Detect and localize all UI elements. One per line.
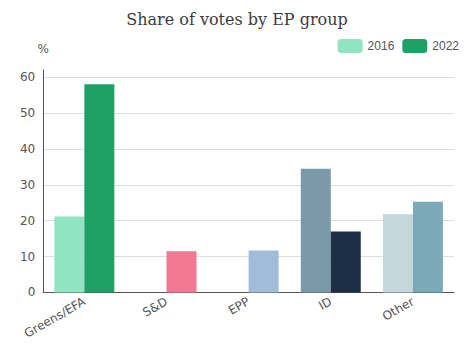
svg-text:EPP: EPP <box>226 294 252 317</box>
svg-text:50: 50 <box>20 106 35 120</box>
svg-text:10: 10 <box>20 250 35 264</box>
svg-text:Greens/EFA: Greens/EFA <box>22 294 89 341</box>
svg-text:60: 60 <box>20 70 35 84</box>
svg-text:%: % <box>38 42 49 56</box>
svg-text:30: 30 <box>20 178 35 192</box>
svg-text:2016: 2016 <box>368 39 395 53</box>
svg-text:40: 40 <box>20 142 35 156</box>
svg-text:2022: 2022 <box>432 39 459 53</box>
svg-text:0: 0 <box>28 285 36 299</box>
svg-text:Share of votes by EP group: Share of votes by EP group <box>126 10 347 29</box>
svg-text:Other: Other <box>380 294 417 323</box>
svg-text:ID: ID <box>316 294 334 313</box>
svg-text:S&D: S&D <box>140 294 170 319</box>
svg-text:20: 20 <box>20 214 35 228</box>
